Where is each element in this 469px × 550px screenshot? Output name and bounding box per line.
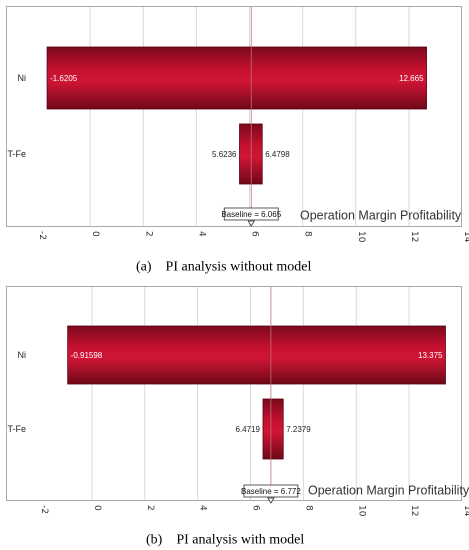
metric-label: Operation Margin Profitability [308, 484, 469, 498]
baseline-box [223, 207, 279, 221]
x-tick-labels: -2 0 2 4 6 8 10 12 14 [39, 505, 469, 517]
category-label: T-Fe [7, 424, 26, 434]
x-tick-label: 0 [90, 231, 100, 237]
category-labels: Ni T-Fe [7, 73, 26, 159]
bar-low-label: -1.6205 [50, 74, 78, 83]
x-tick-label: 10 [356, 505, 366, 517]
baseline-box [243, 484, 299, 498]
x-tick-label: 8 [303, 505, 313, 511]
x-tick-label: 4 [198, 505, 208, 511]
baseline-label: Baseline = 6.772 [241, 487, 301, 496]
plot-frame [6, 286, 462, 501]
x-tick-label: 12 [409, 231, 419, 242]
x-tick-label: 12 [409, 505, 419, 516]
caption: (a) PI analysis without model [136, 260, 311, 275]
category-label: Ni [18, 350, 27, 360]
bar-high-label: 12.665 [399, 74, 424, 83]
baseline-marker [267, 497, 275, 504]
bar-low-label: 5.6236 [212, 150, 237, 159]
metric-label: Operation Margin Profitability [300, 209, 462, 223]
bar-ni [46, 46, 427, 110]
x-tick-label: 6 [250, 231, 260, 237]
x-tick-label: 0 [92, 505, 102, 511]
x-tick-label: 10 [356, 231, 366, 243]
bar-ni [67, 325, 446, 385]
tornado-chart-b: -0.91598 13.375 6.4719 7.2379 Ni T-Fe -2 0 2 4 6… [6, 286, 469, 548]
grid [91, 287, 410, 500]
x-tick-label: 14 [462, 505, 469, 517]
x-tick-label: 8 [303, 231, 313, 237]
bar-low-label: -0.91598 [71, 351, 103, 360]
baseline-marker [247, 220, 255, 227]
category-label: Ni [18, 73, 27, 83]
x-tick-label: 4 [196, 231, 206, 237]
category-label: T-Fe [7, 149, 26, 159]
baseline: Baseline = 6.065 [221, 7, 282, 227]
bars: -0.91598 13.375 6.4719 7.2379 [67, 325, 446, 460]
plot-frame [6, 6, 462, 227]
bar-low-label: 6.4719 [236, 425, 261, 434]
x-tick-label: -2 [39, 505, 49, 514]
bar-high-label: 13.375 [418, 351, 443, 360]
bar-high-label: 6.4798 [265, 150, 290, 159]
category-labels: Ni T-Fe [7, 350, 26, 434]
bars: -1.6205 12.665 5.6236 6.4798 [46, 46, 427, 185]
x-tick-label: 6 [251, 505, 261, 511]
baseline-label: Baseline = 6.065 [221, 210, 281, 219]
x-tick-label: 2 [145, 505, 155, 511]
tornado-chart-a: -1.6205 12.665 5.6236 6.4798 Ni T-Fe -2 0 2 4 6 8… [6, 6, 469, 275]
x-tick-label: 2 [143, 231, 153, 237]
grid [89, 7, 410, 226]
caption: (b) PI analysis with model [146, 533, 304, 548]
x-tick-label: 14 [462, 231, 469, 243]
bar-t-fe [262, 398, 284, 460]
x-tick-label: -2 [37, 231, 47, 240]
baseline: Baseline = 6.772 [241, 287, 301, 504]
x-tick-labels: -2 0 2 4 6 8 10 12 14 [37, 231, 469, 243]
bar-high-label: 7.2379 [286, 425, 311, 434]
